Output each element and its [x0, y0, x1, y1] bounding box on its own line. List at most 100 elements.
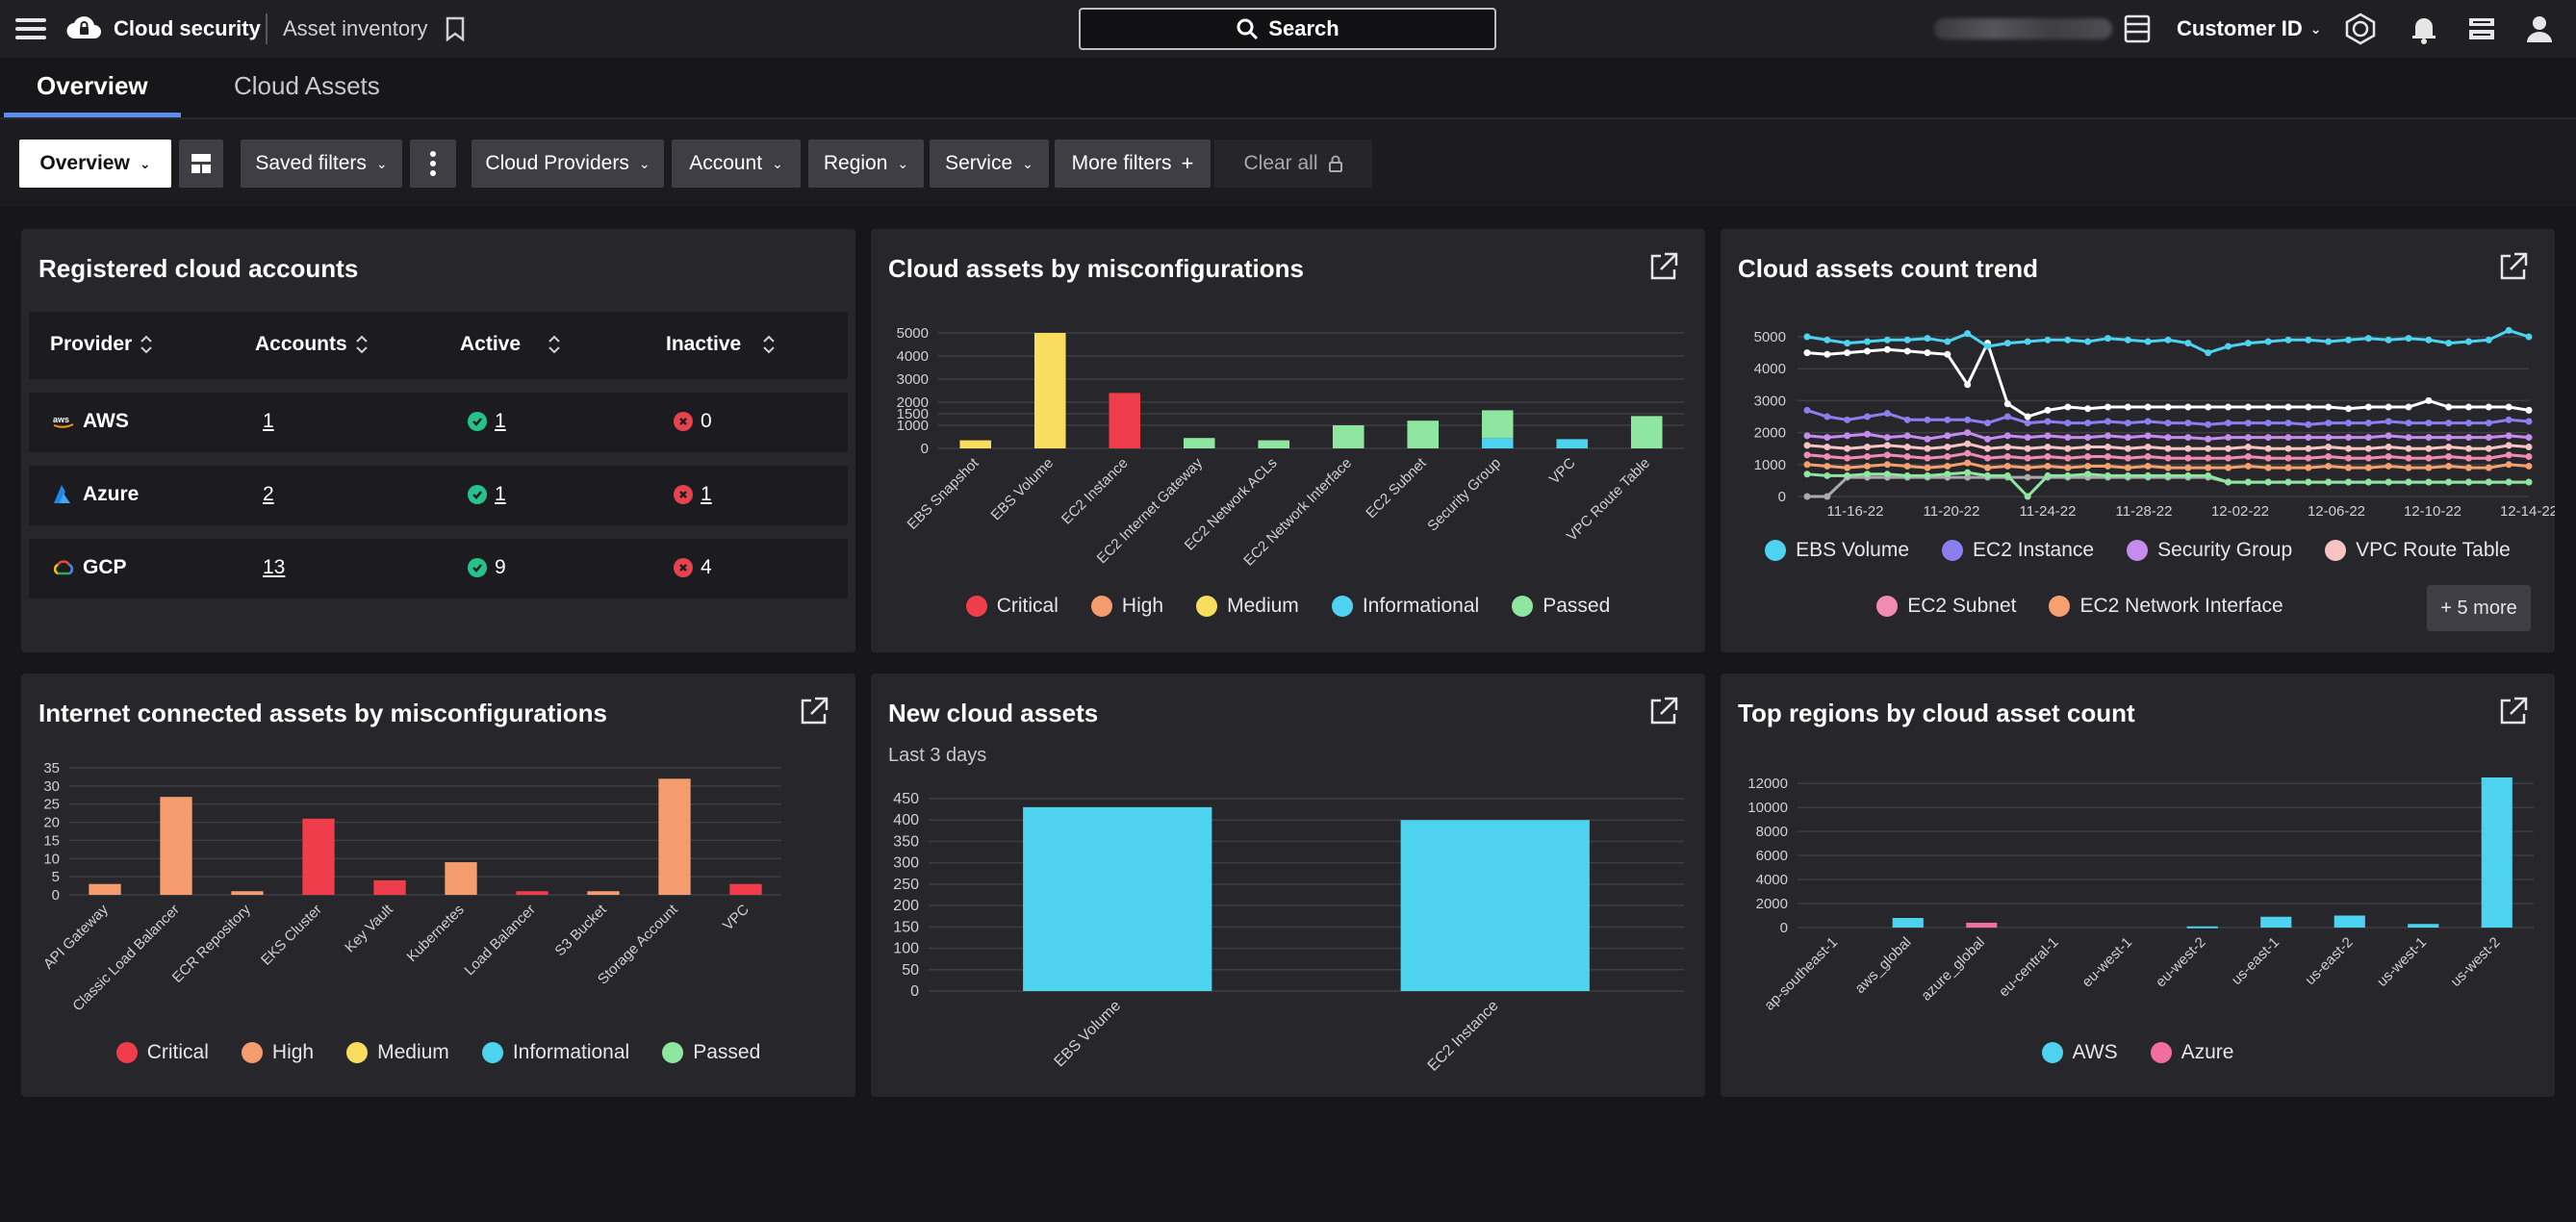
legend-item-passed[interactable]: Passed — [1512, 595, 1610, 618]
legend-item-passed[interactable]: Passed — [662, 1041, 760, 1064]
accounts-count-link[interactable]: 13 — [263, 556, 286, 578]
data-point — [2425, 434, 2433, 442]
data-point — [1864, 347, 1871, 355]
app-title[interactable]: Cloud security — [114, 16, 261, 40]
y-tick-label: 30 — [43, 778, 60, 795]
search-input[interactable]: Search — [1079, 8, 1496, 50]
more-filters-button[interactable]: More filters + — [1055, 140, 1211, 188]
bar — [1892, 918, 1924, 928]
bookmark-icon[interactable] — [445, 16, 466, 41]
data-point — [2244, 444, 2252, 451]
legend-item-ebs-volume[interactable]: EBS Volume — [1765, 539, 1909, 562]
breadcrumb[interactable]: Asset inventory — [283, 16, 428, 40]
bell-icon[interactable] — [2408, 13, 2440, 45]
more-legend-button[interactable]: + 5 more — [2427, 585, 2531, 631]
data-point — [2325, 403, 2333, 411]
export-icon[interactable] — [1647, 695, 1680, 727]
view-select[interactable]: Overview ⌄ — [19, 140, 171, 188]
data-point — [2325, 453, 2333, 460]
export-icon[interactable] — [1647, 250, 1680, 283]
more-options-button[interactable] — [410, 140, 456, 188]
legend-dot — [1196, 596, 1218, 617]
legend-item-informational[interactable]: Informational — [1331, 595, 1479, 618]
filter-bar: Overview ⌄ Saved filters ⌄ Cloud Provide… — [0, 119, 2576, 206]
legend-item-ec2-network-interface[interactable]: EC2 Network Interface — [2049, 595, 2283, 618]
y-tick-label: 1000 — [1754, 457, 1786, 473]
legend-dot — [965, 596, 987, 617]
data-point — [2364, 335, 2372, 343]
data-point — [1924, 435, 1931, 443]
legend-item-high[interactable]: High — [1090, 595, 1163, 618]
y-tick-label: 0 — [921, 441, 929, 457]
tab-overview[interactable]: Overview — [37, 71, 148, 100]
data-point — [1824, 453, 1831, 460]
data-point — [2505, 403, 2512, 411]
data-point — [2345, 464, 2352, 471]
data-point — [2385, 418, 2392, 425]
legend-item-ec2-subnet[interactable]: EC2 Subnet — [1876, 595, 2016, 618]
legend-label: Critical — [996, 595, 1058, 617]
bar — [2334, 915, 2365, 928]
menu-icon[interactable] — [15, 13, 46, 44]
active-cell[interactable]: 1 — [468, 410, 506, 433]
legend-item-critical[interactable]: Critical — [115, 1041, 209, 1064]
export-icon[interactable] — [2497, 695, 2530, 727]
legend-item-aws[interactable]: AWS — [2041, 1041, 2118, 1064]
legend-item-informational[interactable]: Informational — [481, 1041, 629, 1064]
data-point — [1984, 454, 1991, 462]
column-header-active[interactable]: Active — [460, 333, 561, 356]
data-point — [1984, 445, 1991, 452]
column-header-accounts[interactable]: Accounts — [255, 333, 369, 356]
account-filter[interactable]: Account ⌄ — [672, 140, 801, 188]
data-point — [2225, 445, 2232, 452]
layout-button[interactable] — [179, 140, 223, 188]
cloud-providers-filter[interactable]: Cloud Providers ⌄ — [472, 140, 664, 188]
active-cell[interactable]: 1 — [468, 483, 506, 506]
data-point — [2485, 464, 2492, 471]
y-tick-label: 15 — [43, 832, 60, 849]
data-point — [2305, 445, 2312, 452]
user-icon[interactable] — [2523, 13, 2556, 45]
column-header-provider[interactable]: Provider — [50, 333, 153, 356]
legend-item-critical[interactable]: Critical — [965, 595, 1058, 618]
notes-icon[interactable] — [2465, 13, 2498, 45]
legend-item-high[interactable]: High — [241, 1041, 314, 1064]
legend-item-ec2-instance[interactable]: EC2 Instance — [1942, 539, 2094, 562]
data-point — [2144, 471, 2152, 479]
legend-item-medium[interactable]: Medium — [346, 1041, 449, 1064]
data-point — [2044, 462, 2052, 470]
aws-logo-icon: aws — [53, 415, 74, 428]
region-filter[interactable]: Region ⌄ — [808, 140, 924, 188]
data-point — [1944, 432, 1951, 440]
list-view-icon[interactable] — [2121, 13, 2154, 45]
saved-filters-dropdown[interactable]: Saved filters ⌄ — [241, 140, 402, 188]
y-tick-label: 150 — [893, 919, 919, 935]
customer-id-label: Customer ID — [2177, 16, 2303, 40]
svg-text:aws: aws — [53, 415, 69, 424]
accounts-count-link[interactable]: 1 — [263, 410, 274, 432]
legend-item-azure[interactable]: Azure — [2150, 1041, 2233, 1064]
legend-item-security-group[interactable]: Security Group — [2127, 539, 2292, 562]
data-point — [2205, 445, 2212, 452]
x-tick-label: 11-24-22 — [2020, 503, 2077, 520]
data-point — [2104, 471, 2111, 479]
data-point — [2385, 478, 2392, 486]
clear-all-button[interactable]: Clear all — [1214, 140, 1372, 188]
column-header-inactive[interactable]: Inactive — [666, 333, 776, 356]
data-point — [1903, 432, 1911, 440]
help-icon[interactable] — [2344, 13, 2377, 45]
tab-divider — [0, 117, 2576, 119]
legend-item-vpc-route-table[interactable]: VPC Route Table — [2325, 539, 2511, 562]
service-filter[interactable]: Service ⌄ — [930, 140, 1049, 188]
export-icon[interactable] — [2497, 250, 2530, 283]
inactive-cell[interactable]: 1 — [674, 483, 712, 506]
tab-cloud-assets[interactable]: Cloud Assets — [234, 71, 380, 100]
inactive-cell: 4 — [674, 556, 712, 579]
data-point — [2244, 340, 2252, 347]
legend-item-medium[interactable]: Medium — [1196, 595, 1299, 618]
data-point — [1984, 471, 1991, 479]
customer-id-dropdown[interactable]: Customer ID ⌄ — [2177, 16, 2322, 41]
accounts-count-link[interactable]: 2 — [263, 483, 274, 505]
data-point — [2084, 444, 2092, 451]
export-icon[interactable] — [798, 695, 830, 727]
